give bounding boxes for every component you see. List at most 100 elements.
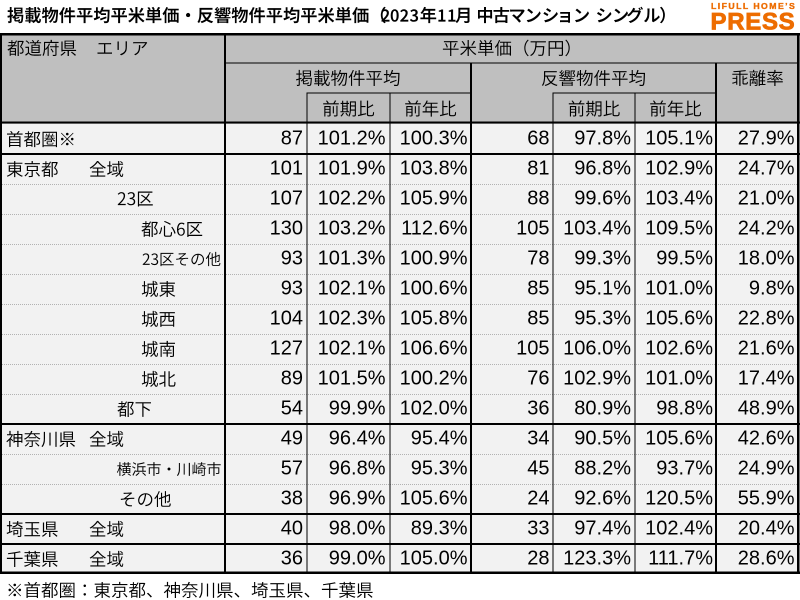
svg-text:92.6%: 92.6%: [574, 488, 631, 510]
svg-text:20.4%: 20.4%: [738, 518, 795, 540]
svg-text:24.2%: 24.2%: [738, 218, 795, 240]
svg-text:80.9%: 80.9%: [574, 398, 631, 420]
svg-text:95.4%: 95.4%: [411, 428, 468, 450]
svg-text:112.6%: 112.6%: [401, 218, 468, 240]
svg-text:89: 89: [281, 368, 303, 390]
svg-text:103.8%: 103.8%: [400, 158, 468, 180]
svg-text:103.4%: 103.4%: [563, 218, 631, 240]
svg-text:105: 105: [516, 218, 549, 240]
svg-text:102.3%: 102.3%: [318, 308, 386, 330]
svg-text:21.0%: 21.0%: [738, 188, 795, 210]
svg-text:102.1%: 102.1%: [318, 338, 386, 360]
svg-text:97.8%: 97.8%: [574, 128, 631, 150]
svg-text:105.6%: 105.6%: [645, 308, 713, 330]
svg-text:24.7%: 24.7%: [738, 158, 795, 180]
svg-text:105.9%: 105.9%: [400, 188, 468, 210]
svg-text:109.5%: 109.5%: [645, 218, 713, 240]
svg-text:102.0%: 102.0%: [400, 398, 468, 420]
svg-text:55.9%: 55.9%: [738, 488, 795, 510]
svg-text:105.6%: 105.6%: [400, 488, 468, 510]
svg-text:9.8%: 9.8%: [749, 278, 795, 300]
svg-text:22.8%: 22.8%: [738, 308, 795, 330]
svg-text:98.8%: 98.8%: [656, 398, 713, 420]
svg-text:76: 76: [527, 368, 549, 390]
svg-text:17.4%: 17.4%: [738, 368, 795, 390]
svg-text:100.6%: 100.6%: [400, 278, 468, 300]
svg-text:33: 33: [527, 518, 549, 540]
svg-text:107: 107: [270, 188, 303, 210]
svg-text:96.9%: 96.9%: [329, 488, 386, 510]
svg-text:102.9%: 102.9%: [563, 368, 631, 390]
svg-text:45: 45: [527, 458, 549, 480]
svg-text:120.5%: 120.5%: [645, 488, 713, 510]
svg-text:99.0%: 99.0%: [329, 548, 386, 570]
svg-text:87: 87: [281, 128, 303, 150]
svg-text:123.3%: 123.3%: [563, 548, 631, 570]
svg-text:105.0%: 105.0%: [400, 548, 468, 570]
svg-text:101: 101: [270, 158, 303, 180]
svg-text:93.7%: 93.7%: [656, 458, 713, 480]
svg-text:LIFULL HOME’S: LIFULL HOME’S: [711, 1, 796, 11]
svg-text:93: 93: [281, 248, 303, 270]
svg-text:95.3%: 95.3%: [411, 458, 468, 480]
svg-text:42.6%: 42.6%: [738, 428, 795, 450]
svg-text:101.5%: 101.5%: [318, 368, 386, 390]
svg-text:90.5%: 90.5%: [574, 428, 631, 450]
svg-text:78: 78: [527, 248, 549, 270]
svg-text:101.9%: 101.9%: [318, 158, 386, 180]
svg-text:48.9%: 48.9%: [738, 398, 795, 420]
svg-text:95.1%: 95.1%: [574, 278, 631, 300]
svg-text:93: 93: [281, 278, 303, 300]
svg-text:100.9%: 100.9%: [400, 248, 468, 270]
svg-text:106.6%: 106.6%: [400, 338, 468, 360]
svg-text:99.6%: 99.6%: [574, 188, 631, 210]
svg-text:106.0%: 106.0%: [563, 338, 631, 360]
svg-text:102.6%: 102.6%: [645, 338, 713, 360]
svg-text:24.9%: 24.9%: [738, 458, 795, 480]
svg-text:85: 85: [527, 308, 549, 330]
svg-text:105: 105: [516, 338, 549, 360]
svg-text:101.3%: 101.3%: [318, 248, 386, 270]
svg-text:111.7%: 111.7%: [648, 548, 713, 570]
svg-text:24: 24: [527, 488, 549, 510]
svg-text:PRESS: PRESS: [711, 8, 796, 35]
svg-text:85: 85: [527, 278, 549, 300]
svg-text:36: 36: [527, 398, 549, 420]
svg-text:127: 127: [270, 338, 303, 360]
svg-text:68: 68: [527, 128, 549, 150]
svg-text:96.8%: 96.8%: [574, 158, 631, 180]
svg-text:96.8%: 96.8%: [329, 458, 386, 480]
svg-text:89.3%: 89.3%: [411, 518, 468, 540]
svg-text:99.3%: 99.3%: [574, 248, 631, 270]
svg-text:36: 36: [281, 548, 303, 570]
svg-text:101.0%: 101.0%: [645, 368, 713, 390]
svg-text:49: 49: [281, 428, 303, 450]
svg-text:102.2%: 102.2%: [318, 188, 386, 210]
svg-text:81: 81: [527, 158, 549, 180]
svg-text:105.6%: 105.6%: [645, 428, 713, 450]
svg-text:28.6%: 28.6%: [738, 548, 795, 570]
svg-text:95.3%: 95.3%: [574, 308, 631, 330]
svg-text:103.2%: 103.2%: [318, 218, 386, 240]
svg-text:88.2%: 88.2%: [574, 458, 631, 480]
svg-text:27.9%: 27.9%: [738, 128, 795, 150]
svg-text:28: 28: [527, 548, 549, 570]
svg-text:130: 130: [270, 218, 303, 240]
svg-text:99.9%: 99.9%: [329, 398, 386, 420]
svg-text:100.3%: 100.3%: [400, 128, 468, 150]
svg-text:96.4%: 96.4%: [329, 428, 386, 450]
svg-text:102.9%: 102.9%: [645, 158, 713, 180]
svg-text:21.6%: 21.6%: [738, 338, 795, 360]
svg-text:105.1%: 105.1%: [645, 128, 713, 150]
svg-text:104: 104: [270, 308, 303, 330]
svg-text:40: 40: [281, 518, 303, 540]
svg-text:34: 34: [527, 428, 549, 450]
svg-text:97.4%: 97.4%: [574, 518, 631, 540]
svg-text:101.0%: 101.0%: [645, 278, 713, 300]
svg-text:88: 88: [527, 188, 549, 210]
svg-text:101.2%: 101.2%: [318, 128, 386, 150]
svg-text:102.1%: 102.1%: [318, 278, 386, 300]
svg-text:18.0%: 18.0%: [738, 248, 795, 270]
svg-text:100.2%: 100.2%: [400, 368, 468, 390]
svg-text:102.4%: 102.4%: [645, 518, 713, 540]
